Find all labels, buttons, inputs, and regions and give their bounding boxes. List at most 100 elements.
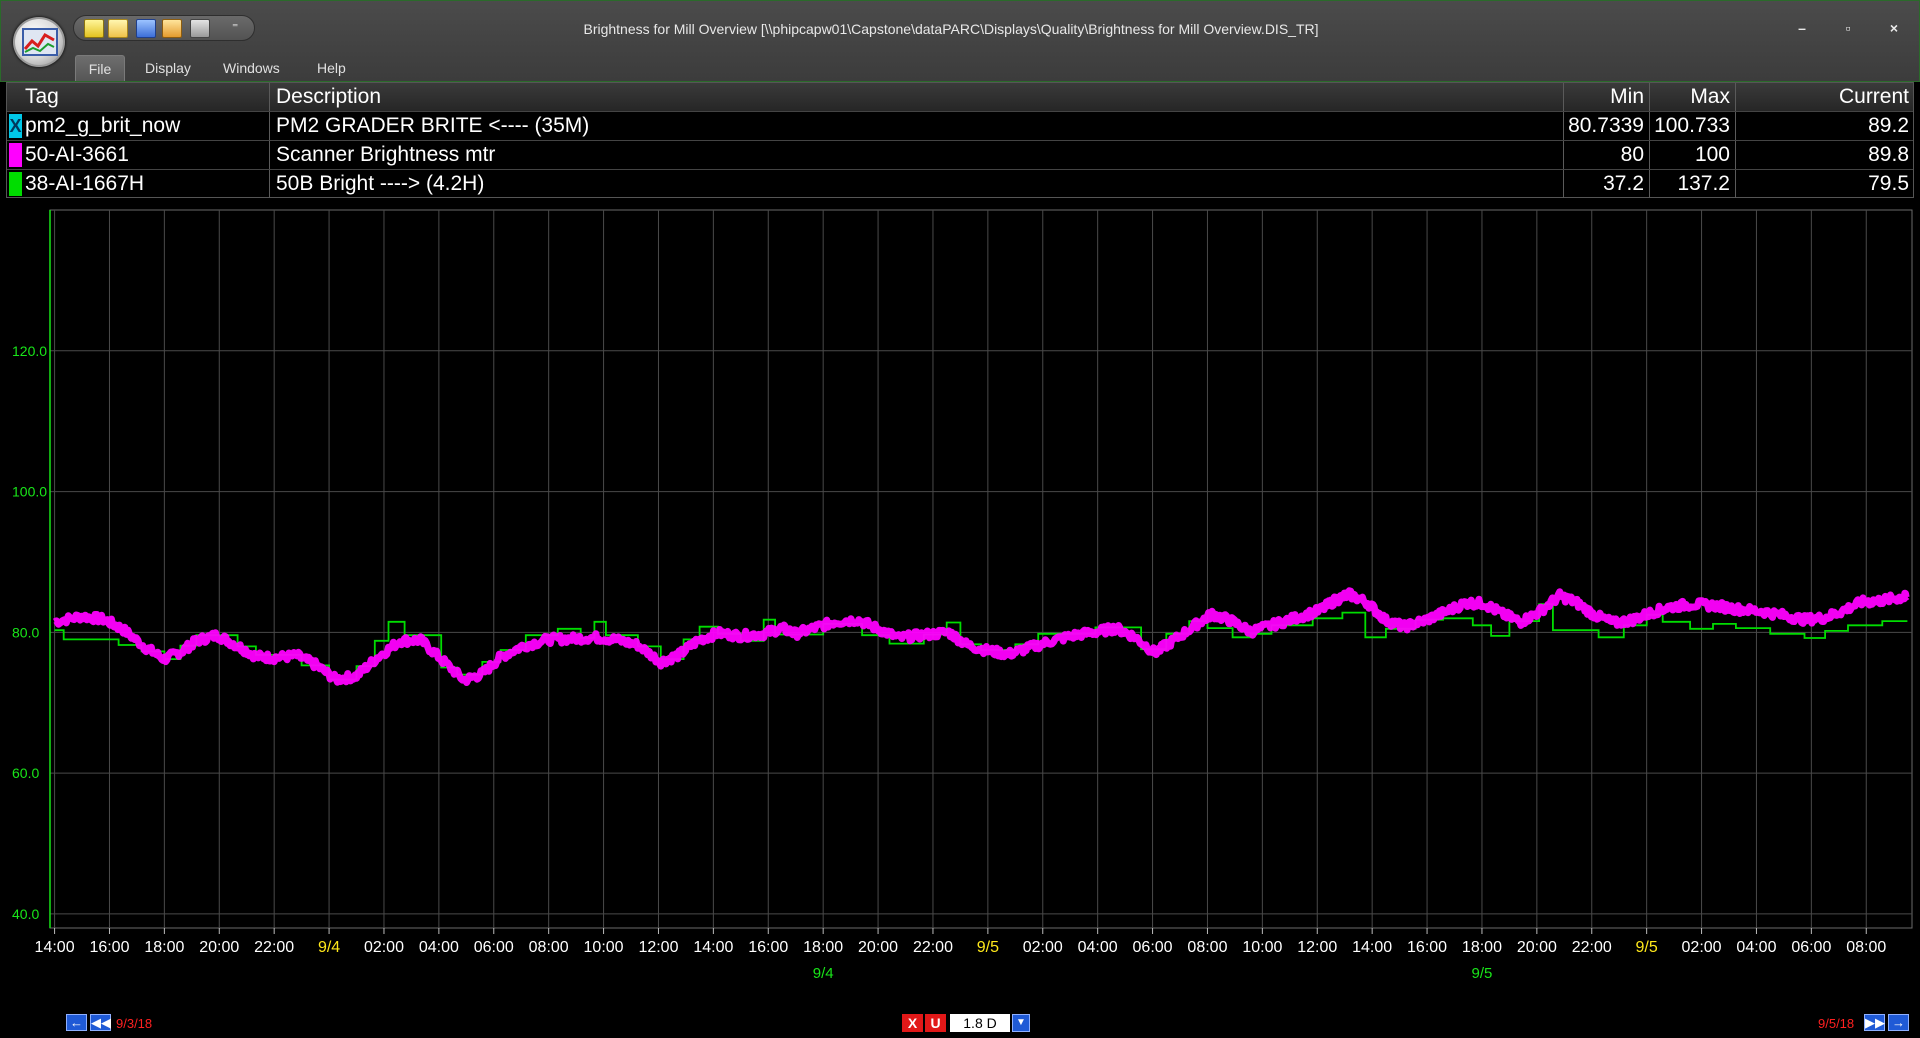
table-row[interactable]: X pm2_g_brit_now PM2 GRADER BRITE <---- …	[7, 111, 1913, 140]
pen-color-swatch[interactable]	[9, 172, 22, 196]
tag-cell: pm2_g_brit_now	[7, 112, 270, 140]
x-tick-label: 12:00	[1297, 939, 1337, 956]
x-tick-label: 9/4	[318, 939, 340, 956]
x-date-marker: 9/4	[813, 965, 834, 982]
tag-cell: 38-AI-1667H	[7, 170, 270, 198]
plot-frame	[49, 209, 1913, 929]
save-icon[interactable]	[136, 19, 156, 38]
max-cell[interactable]: 100	[1650, 141, 1736, 169]
min-cell[interactable]: 80.7339	[1564, 112, 1650, 140]
menu-help[interactable]: Help	[317, 60, 346, 76]
app-logo-graph-icon	[22, 28, 58, 56]
x-tick-label: 02:00	[1023, 939, 1063, 956]
fast-forward-button[interactable]: ▶▶	[1864, 1014, 1885, 1031]
menu-file[interactable]: File	[75, 55, 125, 81]
menu-display[interactable]: Display	[145, 60, 191, 76]
description-cell: 50B Bright ----> (4.2H)	[270, 170, 1564, 198]
description-cell: PM2 GRADER BRITE <---- (35M)	[270, 112, 1564, 140]
x-tick-label: 10:00	[1242, 939, 1282, 956]
pen-color-swatch[interactable]: X	[9, 114, 22, 138]
header-current[interactable]: Current	[1838, 85, 1909, 108]
tag-icon[interactable]	[84, 19, 104, 38]
header-tag[interactable]: Tag	[7, 83, 270, 111]
maximize-button[interactable]: ▫	[1845, 20, 1851, 36]
header-description[interactable]: Description	[270, 83, 1564, 111]
trend-chart-svg[interactable]: 14:00 16:00 18:00 20:00 22:00 9/4 02:00 04:00 06…	[0, 198, 1920, 1010]
x-tick-label: 02:00	[364, 939, 404, 956]
end-date-label[interactable]: 9/5/18	[1818, 1016, 1855, 1031]
header-max[interactable]: Max	[1650, 83, 1736, 111]
x-tick-label: 9/5	[1636, 939, 1658, 956]
step-forward-button[interactable]: →	[1888, 1014, 1909, 1031]
x-tick-label: 20:00	[199, 939, 239, 956]
x-tick-label: 04:00	[1736, 939, 1776, 956]
print-icon[interactable]	[190, 19, 210, 38]
window-title: Brightness for Mill Overview [\\phipcapw…	[583, 21, 1319, 37]
x-tick-label: 06:00	[1791, 939, 1831, 956]
u-toggle-button[interactable]: U	[925, 1014, 946, 1032]
trend-chart[interactable]: 14:00 16:00 18:00 20:00 22:00 9/4 02:00 04:00 06…	[0, 198, 1920, 1010]
x-tick-label: 06:00	[1133, 939, 1173, 956]
x-tick-label: 04:00	[419, 939, 459, 956]
min-cell[interactable]: 37.2	[1564, 170, 1650, 198]
x-toggle-button[interactable]: X	[902, 1014, 923, 1032]
x-tick-label: 02:00	[1682, 939, 1722, 956]
fast-back-button[interactable]: ◀◀	[90, 1014, 111, 1031]
x-tick-label: 20:00	[858, 939, 898, 956]
table-header-row: Tag Description Min Max Current	[7, 83, 1913, 111]
max-cell[interactable]: 137.2	[1650, 170, 1736, 198]
step-back-button[interactable]: ←	[66, 1014, 87, 1031]
pen-color-swatch[interactable]	[9, 143, 22, 167]
y-tick-label: 100.0	[12, 484, 47, 500]
save-as-icon[interactable]	[162, 19, 182, 38]
series-line-50-AI-3661	[52, 587, 1910, 686]
header-min[interactable]: Min	[1564, 83, 1650, 111]
pointer-icon[interactable]	[108, 19, 128, 38]
min-cell[interactable]: 80	[1564, 141, 1650, 169]
minimize-button[interactable]: –	[1798, 20, 1806, 36]
customize-toolbar-icon[interactable]: ⁼	[232, 20, 239, 34]
tag-table: Tag Description Min Max Current X pm2_g_…	[6, 82, 1914, 198]
x-tick-label: 08:00	[1846, 939, 1886, 956]
time-span-dropdown-button[interactable]: ▼	[1012, 1014, 1030, 1032]
y-tick-label: 60.0	[12, 765, 39, 781]
x-tick-label: 22:00	[1572, 939, 1612, 956]
x-tick-label: 14:00	[1352, 939, 1392, 956]
current-cell: 89.8	[1868, 143, 1909, 166]
x-tick-label: 9/5	[977, 939, 999, 956]
x-tick-label: 08:00	[1187, 939, 1227, 956]
current-cell: 79.5	[1868, 172, 1909, 195]
table-row[interactable]: 38-AI-1667H 50B Bright ----> (4.2H) 37.2…	[7, 169, 1913, 198]
close-button[interactable]: ×	[1889, 20, 1899, 36]
x-tick-label: 04:00	[1078, 939, 1118, 956]
title-bar: ⁼ Brightness for Mill Overview [\\phipca…	[0, 0, 1920, 82]
x-tick-label: 12:00	[638, 939, 678, 956]
x-tick-label: 14:00	[35, 939, 75, 956]
x-tick-label: 18:00	[803, 939, 843, 956]
x-tick-label: 16:00	[89, 939, 129, 956]
x-tick-label: 14:00	[693, 939, 733, 956]
app-logo-icon[interactable]	[13, 17, 65, 67]
menu-windows[interactable]: Windows	[223, 60, 280, 76]
x-tick-label: 20:00	[1517, 939, 1557, 956]
description-cell: Scanner Brightness mtr	[270, 141, 1564, 169]
current-cell: 89.2	[1868, 114, 1909, 137]
x-tick-label: 10:00	[584, 939, 624, 956]
x-tick-label: 18:00	[144, 939, 184, 956]
start-date-label[interactable]: 9/3/18	[116, 1016, 153, 1031]
x-tick-label: 08:00	[529, 939, 569, 956]
x-tick-label: 22:00	[254, 939, 294, 956]
x-tick-label: 16:00	[748, 939, 788, 956]
table-row[interactable]: 50-AI-3661 Scanner Brightness mtr 80 100…	[7, 140, 1913, 169]
y-tick-label: 120.0	[12, 343, 47, 359]
y-tick-label: 80.0	[12, 624, 39, 640]
x-tick-label: 18:00	[1462, 939, 1502, 956]
x-tick-label: 16:00	[1407, 939, 1447, 956]
x-tick-label: 06:00	[474, 939, 514, 956]
time-span-field[interactable]: 1.8 D	[950, 1014, 1010, 1032]
y-tick-label: 40.0	[12, 906, 39, 922]
x-tick-label: 22:00	[913, 939, 953, 956]
max-cell[interactable]: 100.733	[1650, 112, 1736, 140]
tag-cell: 50-AI-3661	[7, 141, 270, 169]
quick-access-toolbar: ⁼	[73, 15, 255, 41]
